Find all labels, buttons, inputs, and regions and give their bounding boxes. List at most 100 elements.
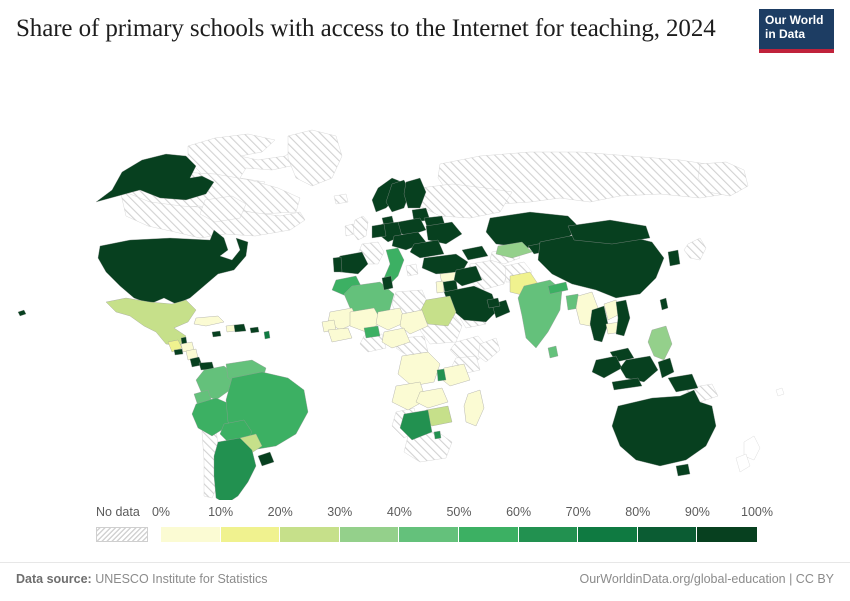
country-indonesia-borneo[interactable] (619, 355, 659, 383)
country-indonesia-sulawesi[interactable] (657, 357, 675, 379)
country-haiti[interactable] (225, 324, 236, 333)
page-title: Share of primary schools with access to … (16, 15, 716, 42)
legend-bin-5[interactable] (458, 527, 519, 542)
country-indonesia-papua[interactable] (667, 373, 699, 393)
map-legend: No data 0% 10% 20% 30% 40% 50% 60% 70% 8… (0, 505, 850, 555)
legend-bin-8[interactable] (637, 527, 698, 542)
country-ukraine[interactable] (425, 221, 463, 245)
legend-bin-3[interactable] (339, 527, 400, 542)
legend-bin-7[interactable] (578, 527, 638, 542)
attribution-link[interactable]: OurWorldinData.org/global-education | CC… (579, 572, 834, 586)
country-uzbekistan[interactable] (495, 241, 533, 259)
country-nigeria[interactable] (381, 327, 411, 349)
outline-layer (735, 387, 785, 473)
country-new-zealand-south[interactable] (735, 453, 751, 473)
logo-line-2: in Data (765, 26, 806, 41)
choropleth-layer (17, 153, 717, 500)
country-iraq[interactable] (453, 265, 483, 287)
country-australia[interactable] (611, 389, 717, 467)
country-united-states[interactable] (97, 229, 249, 305)
country-portugal[interactable] (332, 256, 343, 273)
legend-bin-1[interactable] (220, 527, 281, 542)
country-japan[interactable] (683, 237, 707, 261)
chart-header: Share of primary schools with access to … (0, 0, 850, 62)
country-nepal[interactable] (547, 281, 569, 295)
map-svg[interactable] (0, 60, 850, 500)
country-russia-far-east[interactable] (697, 161, 749, 197)
country-ireland[interactable] (344, 223, 355, 237)
country-eswatini[interactable] (433, 430, 442, 440)
country-romania-bulgaria[interactable] (409, 239, 445, 259)
country-burkina-faso[interactable] (363, 325, 381, 339)
country-canada-hudson-inset[interactable] (199, 195, 247, 223)
country-hawaii[interactable] (17, 309, 27, 317)
country-sri-lanka[interactable] (547, 345, 559, 359)
country-thailand[interactable] (589, 305, 609, 343)
country-zambia[interactable] (415, 387, 449, 409)
legend-bin-9[interactable] (697, 527, 757, 542)
chart-footer: Data source: UNESCO Institute for Statis… (0, 562, 850, 601)
country-madagascar[interactable] (463, 389, 485, 427)
legend-bin-0[interactable] (161, 527, 221, 542)
country-niger[interactable] (375, 307, 407, 331)
country-dominican-republic[interactable] (233, 323, 247, 333)
country-finland[interactable] (403, 177, 427, 209)
country-philippines[interactable] (647, 325, 673, 361)
legend-tick-0: 0% (151, 505, 171, 519)
legend-tick-40: 40% (386, 505, 412, 519)
country-dr-congo[interactable] (397, 351, 441, 387)
country-indonesia-java[interactable] (611, 377, 643, 391)
country-alaska[interactable] (95, 153, 215, 203)
country-north-south-korea[interactable] (667, 249, 681, 267)
country-georgia-azerbaijan[interactable] (461, 245, 489, 261)
country-uae[interactable] (486, 297, 501, 309)
country-somalia[interactable] (477, 337, 501, 363)
legend-bin-4[interactable] (399, 527, 459, 542)
country-guinea-sierra-leone[interactable] (327, 327, 353, 343)
country-sweden[interactable] (385, 179, 411, 213)
legend-tick-10: 10% (208, 505, 234, 519)
owid-logo[interactable]: Our World in Data (759, 9, 834, 53)
legend-gradient-bar[interactable] (161, 527, 757, 542)
country-mexico[interactable] (105, 297, 197, 347)
country-taiwan[interactable] (659, 297, 669, 311)
country-netherlands-belgium[interactable] (371, 223, 387, 239)
country-new-zealand[interactable] (743, 435, 761, 461)
country-mongolia[interactable] (567, 219, 651, 245)
legend-tick-70: 70% (565, 505, 591, 519)
country-vietnam[interactable] (615, 299, 631, 337)
country-greece[interactable] (405, 263, 419, 277)
country-russia-west[interactable] (419, 183, 513, 219)
region-pacific-islands[interactable] (775, 387, 785, 397)
country-israel-palestine[interactable] (435, 280, 445, 294)
country-tasmania[interactable] (675, 463, 691, 477)
legend-tick-50: 50% (446, 505, 472, 519)
country-greenland[interactable] (287, 129, 343, 187)
country-iceland[interactable] (333, 193, 349, 205)
region-lesser-antilles[interactable] (263, 330, 271, 340)
legend-bin-6[interactable] (518, 527, 579, 542)
country-peru[interactable] (191, 397, 231, 437)
country-puerto-rico[interactable] (249, 326, 260, 334)
world-choropleth-map[interactable] (0, 60, 850, 500)
country-angola[interactable] (391, 381, 427, 411)
country-el-salvador[interactable] (173, 348, 184, 356)
country-jamaica[interactable] (211, 330, 222, 338)
country-chad[interactable] (399, 309, 429, 335)
country-uruguay[interactable] (257, 451, 275, 467)
legend-tick-20: 20% (267, 505, 293, 519)
data-source: Data source: UNESCO Institute for Statis… (16, 572, 267, 586)
legend-tick-30: 30% (327, 505, 353, 519)
legend-bin-2[interactable] (280, 527, 340, 542)
country-indonesia-sumatra[interactable] (591, 355, 623, 379)
country-botswana[interactable] (399, 409, 433, 441)
legend-nodata-label: No data (96, 505, 140, 519)
country-united-kingdom[interactable] (351, 215, 369, 241)
country-argentina[interactable] (213, 437, 257, 500)
country-italy[interactable] (383, 247, 405, 285)
country-rwanda-burundi[interactable] (436, 368, 447, 382)
country-cuba[interactable] (193, 315, 225, 327)
legend-nodata-swatch[interactable] (96, 527, 148, 542)
country-tunisia[interactable] (381, 275, 394, 291)
data-source-value: UNESCO Institute for Statistics (91, 572, 268, 586)
